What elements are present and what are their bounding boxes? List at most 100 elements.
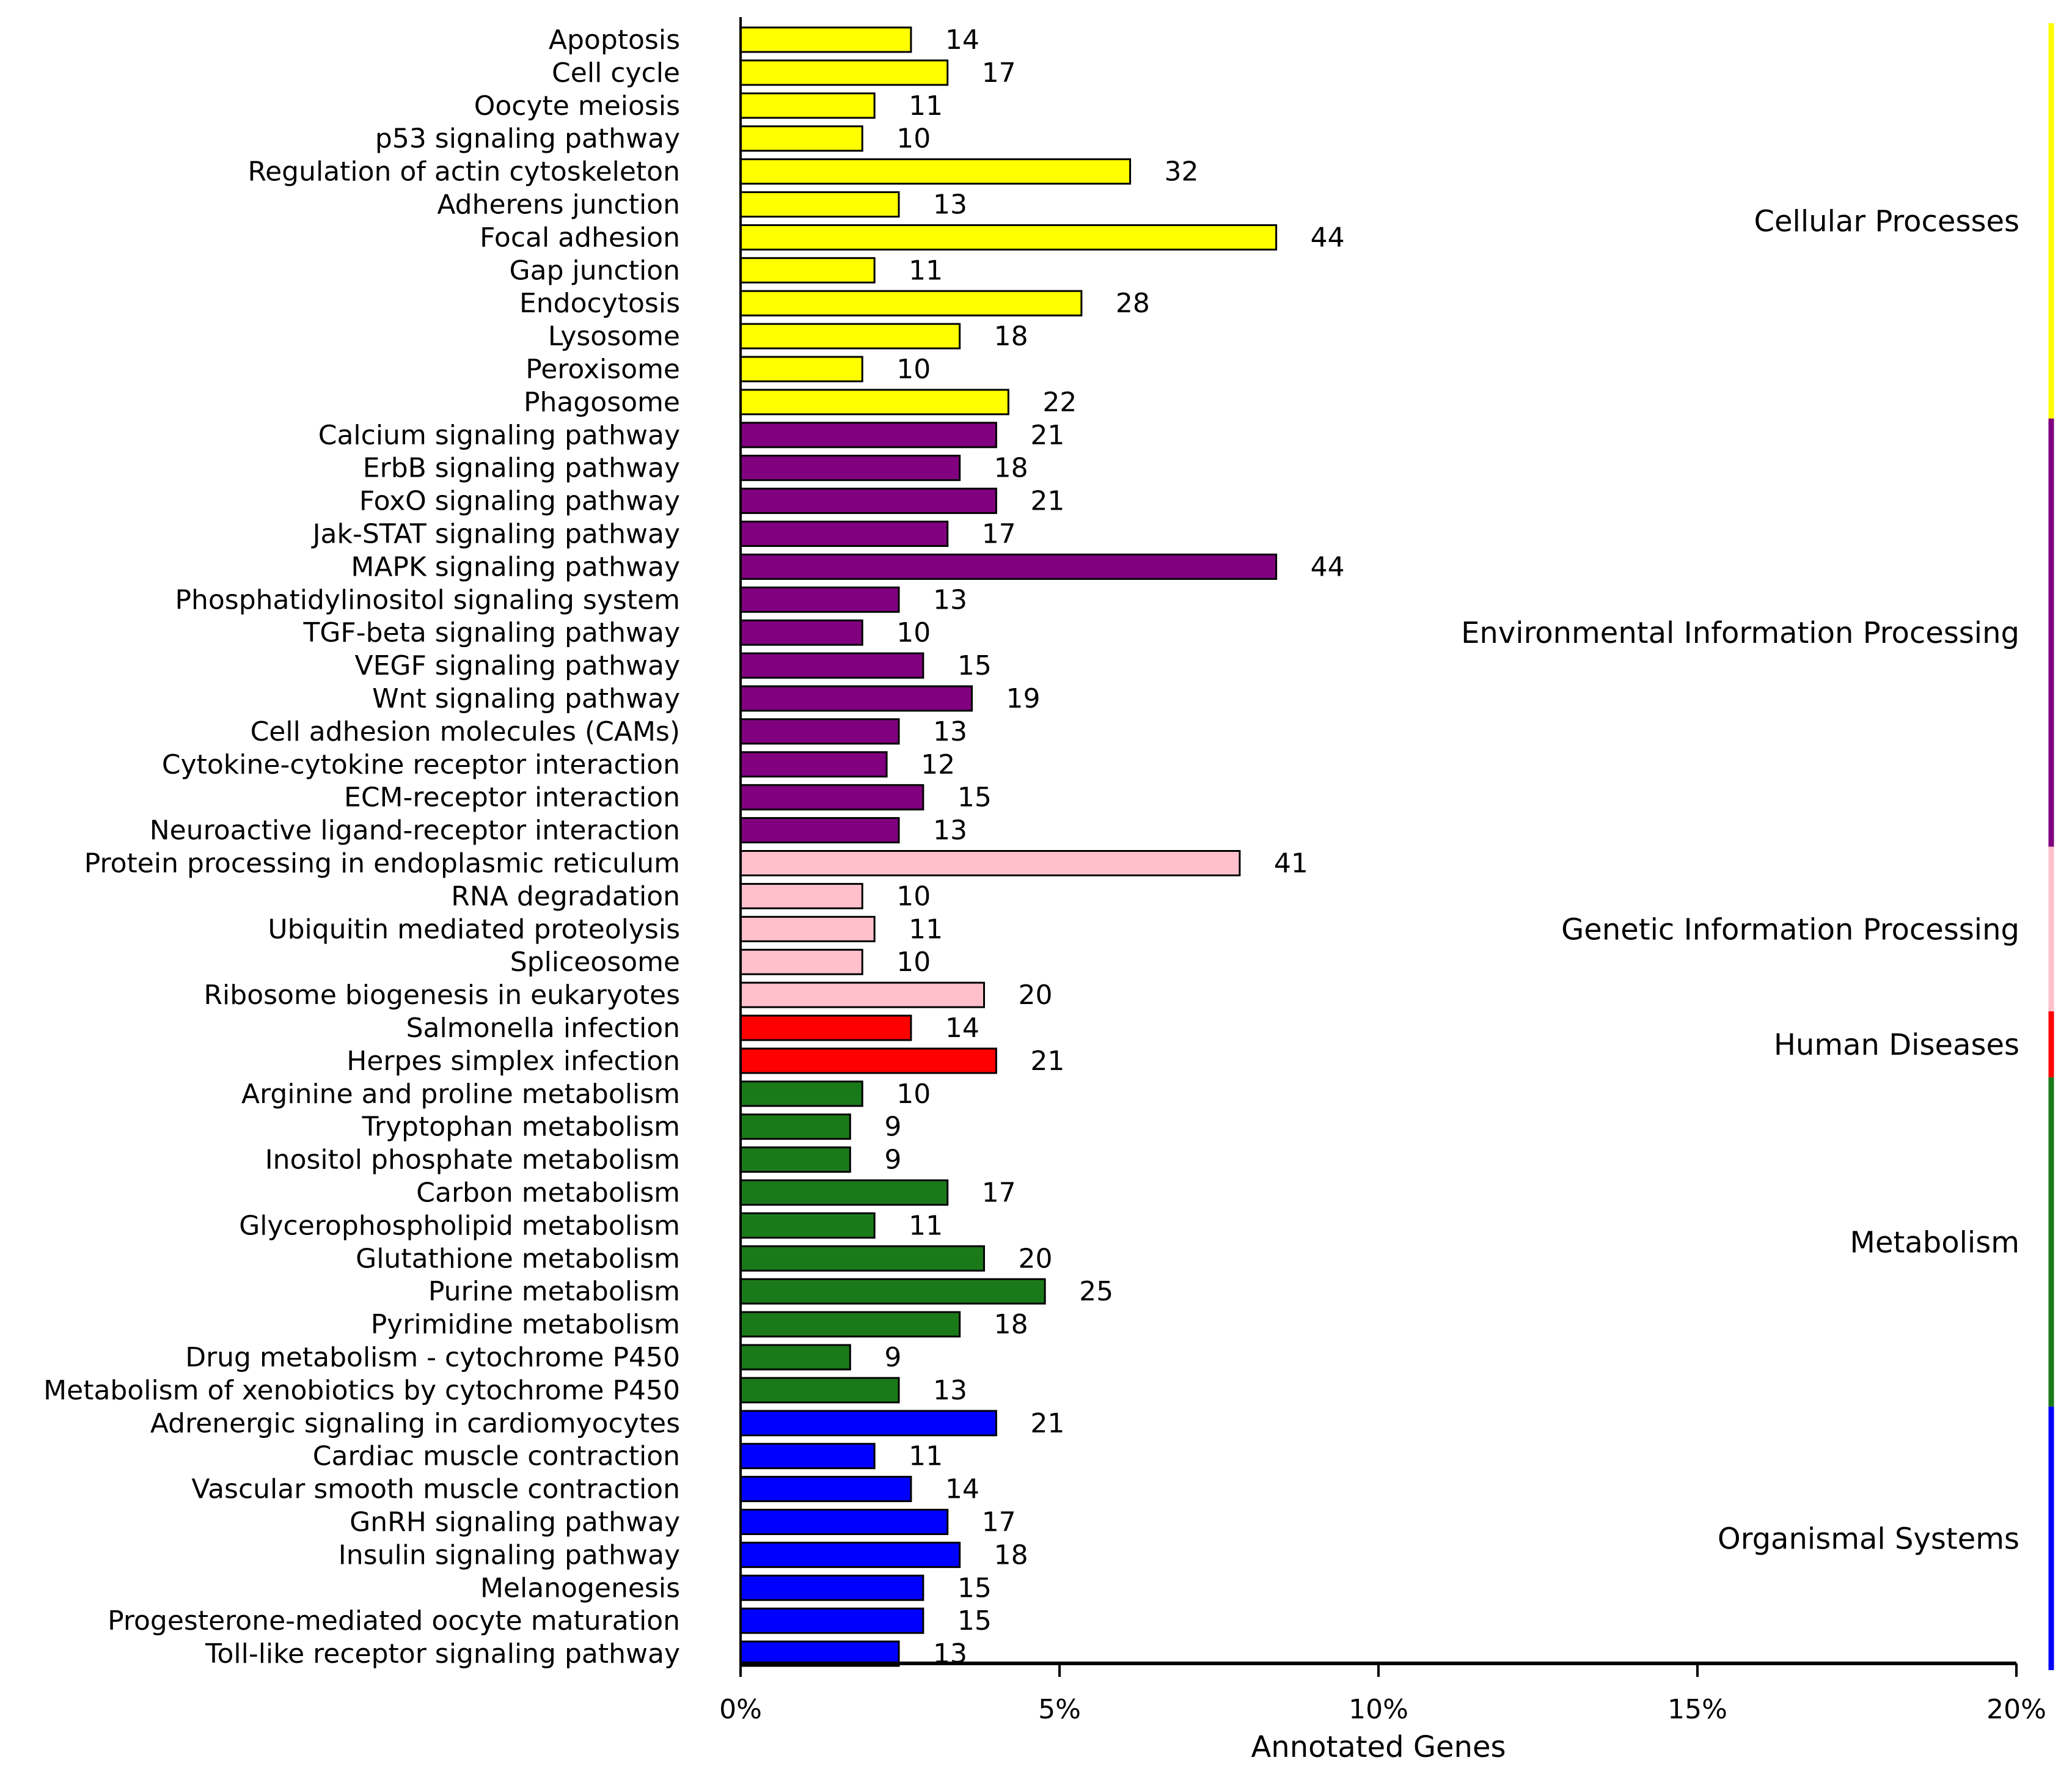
category-label-0-11: Phagosome [524, 387, 680, 418]
category-label-4-3: Carbon metabolism [416, 1178, 680, 1209]
category-label-1-9: Cell adhesion molecules (CAMs) [251, 716, 680, 747]
category-label-0-10: Peroxisome [525, 354, 680, 385]
category-label-4-8: Drug metabolism - cytochrome P450 [185, 1342, 680, 1373]
bar-1-4 [739, 553, 1278, 580]
bar-1-8 [739, 685, 973, 712]
bar-0-3 [739, 125, 863, 152]
value-label-4-4: 11 [909, 1210, 943, 1241]
category-label-2-0: Protein processing in endoplasmic reticu… [84, 848, 680, 879]
bar-0-6 [739, 224, 1278, 251]
value-label-5-6: 15 [957, 1605, 992, 1637]
bar-0-9 [739, 323, 961, 350]
category-label-1-1: ErbB signaling pathway [363, 453, 680, 484]
bar-0-10 [739, 356, 863, 383]
category-label-1-6: TGF-beta signaling pathway [302, 617, 680, 648]
group-label-4: Metabolism [1850, 1225, 2019, 1259]
group-label-1: Environmental Information Processing [1461, 616, 2019, 650]
x-axis-title: Annotated Genes [1251, 1730, 1506, 1764]
bar-1-11 [739, 784, 924, 811]
value-label-4-7: 18 [994, 1309, 1028, 1340]
bar-4-6 [739, 1278, 1046, 1305]
category-label-0-5: Adherens junction [437, 189, 680, 221]
value-label-0-11: 22 [1042, 387, 1077, 418]
value-label-4-2: 9 [884, 1145, 901, 1176]
value-label-2-3: 10 [896, 947, 931, 978]
category-label-2-2: Ubiquitin mediated proteolysis [268, 914, 680, 945]
value-label-0-1: 17 [982, 57, 1016, 89]
group-label-3: Human Diseases [1774, 1028, 2019, 1062]
value-label-4-6: 25 [1079, 1276, 1113, 1307]
category-label-5-4: Insulin signaling pathway [339, 1539, 680, 1571]
bar-4-9 [739, 1377, 900, 1404]
bar-5-3 [739, 1509, 949, 1535]
bar-1-3 [739, 521, 949, 547]
category-label-5-2: Vascular smooth muscle contraction [191, 1474, 680, 1505]
value-label-0-7: 11 [909, 255, 943, 286]
group-label-5: Organismal Systems [1718, 1522, 2019, 1556]
value-label-2-2: 11 [909, 914, 943, 945]
value-label-0-9: 18 [994, 321, 1028, 352]
bar-1-2 [739, 488, 997, 515]
value-label-4-8: 9 [884, 1342, 901, 1373]
value-label-0-4: 32 [1165, 156, 1199, 188]
value-label-1-9: 13 [933, 716, 967, 747]
bar-0-1 [739, 59, 949, 86]
bar-2-1 [739, 882, 863, 909]
x-tick-label-3: 15% [1667, 1694, 1727, 1725]
category-label-1-8: Wnt signaling pathway [372, 683, 680, 714]
category-label-3-0: Salmonella infection [406, 1013, 680, 1044]
category-label-3-1: Herpes simplex infection [346, 1046, 680, 1077]
group-label-0: Cellular Processes [1754, 204, 2019, 238]
bar-0-2 [739, 92, 876, 119]
bar-0-0 [739, 26, 912, 53]
value-label-0-5: 13 [933, 189, 967, 221]
category-label-0-1: Cell cycle [552, 57, 680, 89]
value-label-3-1: 21 [1030, 1046, 1064, 1077]
category-label-1-5: Phosphatidylinositol signaling system [175, 584, 680, 615]
value-label-0-0: 14 [945, 24, 979, 56]
value-label-1-4: 44 [1311, 551, 1345, 582]
x-tick-label-0: 0% [719, 1694, 762, 1725]
value-label-1-5: 13 [933, 584, 967, 615]
category-label-1-2: FoxO signaling pathway [359, 486, 680, 517]
bar-1-1 [739, 455, 961, 482]
category-label-5-5: Melanogenesis [480, 1572, 680, 1604]
category-label-0-7: Gap junction [510, 255, 680, 286]
category-label-0-2: Oocyte meiosis [474, 90, 680, 122]
value-label-0-8: 28 [1116, 288, 1150, 319]
group-label-2: Genetic Information Processing [1561, 912, 2019, 947]
bar-5-4 [739, 1541, 961, 1568]
category-label-2-4: Ribosome biogenesis in eukaryotes [203, 980, 680, 1011]
value-label-1-12: 13 [933, 815, 967, 846]
category-label-4-0: Arginine and proline metabolism [241, 1079, 680, 1110]
value-label-4-9: 13 [933, 1375, 967, 1406]
bar-0-8 [739, 290, 1083, 317]
value-label-1-7: 15 [957, 650, 992, 681]
bar-1-12 [739, 817, 900, 844]
bar-4-2 [739, 1146, 851, 1173]
category-label-1-4: MAPK signaling pathway [351, 551, 680, 582]
category-label-0-0: Apoptosis [549, 24, 680, 56]
category-label-5-1: Cardiac muscle contraction [313, 1441, 680, 1472]
value-label-5-1: 11 [909, 1441, 943, 1472]
bar-5-6 [739, 1607, 924, 1634]
value-label-5-0: 21 [1030, 1408, 1064, 1439]
category-label-4-4: Glycerophospholipid metabolism [239, 1210, 680, 1241]
value-label-3-0: 14 [945, 1013, 979, 1044]
value-label-5-5: 15 [957, 1572, 992, 1604]
value-label-1-11: 15 [957, 782, 992, 813]
bar-4-4 [739, 1212, 876, 1239]
value-label-2-0: 41 [1274, 848, 1308, 879]
bar-1-9 [739, 718, 900, 745]
bar-0-11 [739, 389, 1009, 416]
value-label-1-0: 21 [1030, 420, 1064, 451]
bar-2-3 [739, 948, 863, 975]
value-label-2-4: 20 [1018, 980, 1052, 1011]
bar-0-4 [739, 158, 1132, 185]
bar-1-6 [739, 619, 863, 646]
category-label-1-11: ECM-receptor interaction [344, 782, 680, 813]
value-label-1-6: 10 [896, 617, 931, 648]
category-label-0-4: Regulation of actin cytoskeleton [247, 156, 680, 188]
x-tick-label-2: 10% [1349, 1694, 1408, 1725]
